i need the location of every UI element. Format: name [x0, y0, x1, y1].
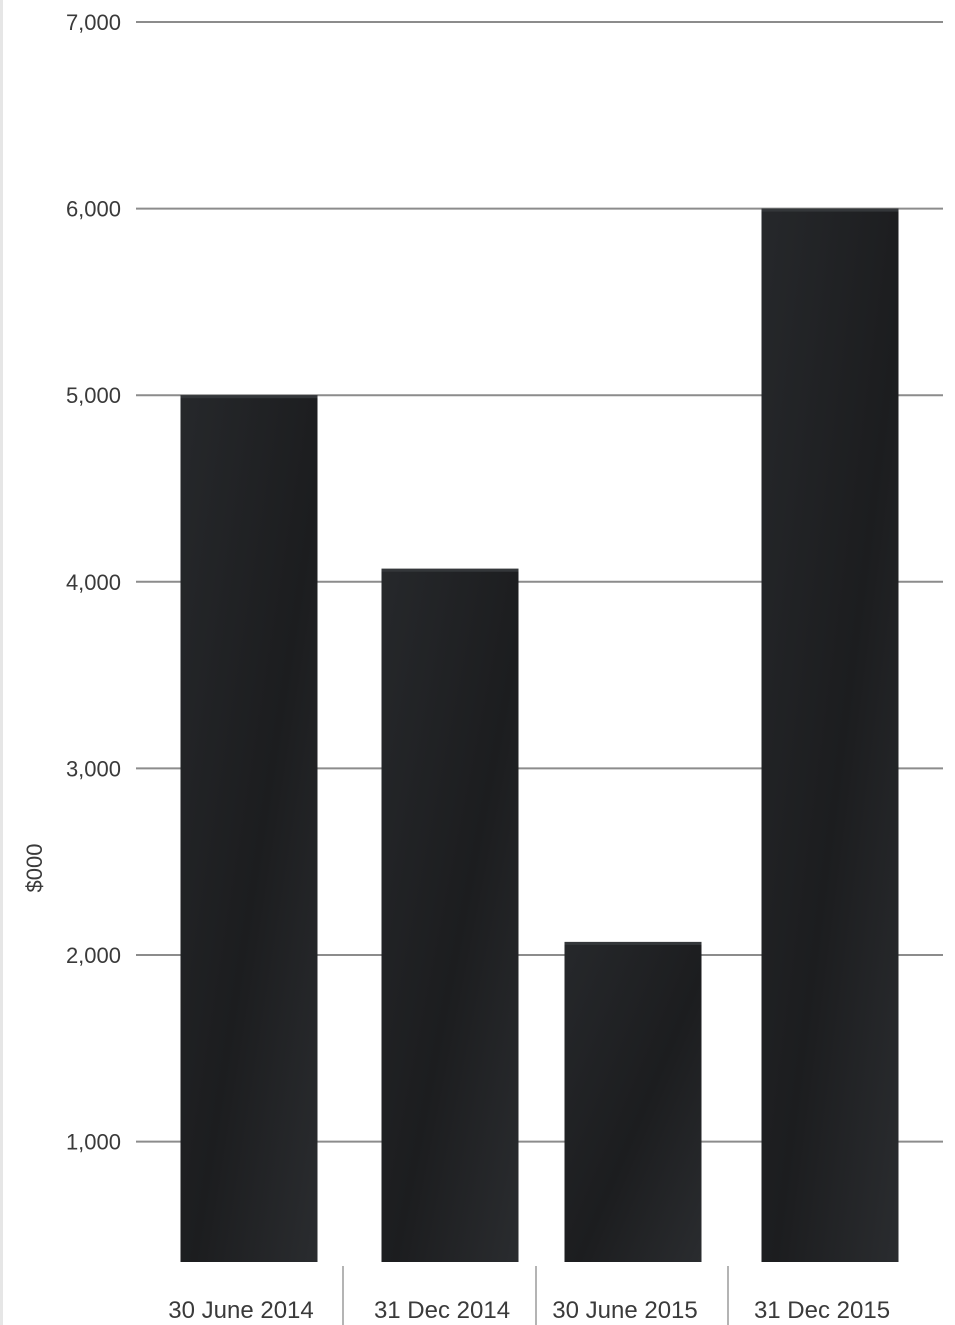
x-axis-categories: 30 June 2014 31 Dec 2014 30 June 2015 31 De…	[168, 1266, 890, 1325]
y-tick-label: 3,000	[66, 756, 121, 781]
y-axis-ticks: 1,000 2,000 3,000 4,000 5,000 6,000 7,000	[66, 10, 121, 1155]
left-border	[0, 0, 3, 1325]
y-tick-label: 6,000	[66, 197, 121, 222]
bar-top-edge	[564, 941, 702, 945]
y-tick-label: 2,000	[66, 943, 121, 968]
y-tick-label: 5,000	[66, 383, 121, 408]
x-category-label: 31 Dec 2015	[754, 1297, 890, 1324]
bar-top-edge	[761, 208, 899, 212]
x-category-label: 30 June 2015	[552, 1297, 697, 1324]
bars	[180, 208, 899, 1263]
x-category-label: 30 June 2014	[168, 1297, 313, 1324]
y-tick-label: 7,000	[66, 10, 121, 35]
bar	[180, 395, 318, 1262]
bar-top-edge	[180, 395, 318, 399]
x-category-label: 31 Dec 2014	[374, 1297, 510, 1324]
y-axis-label: $000	[22, 844, 47, 893]
bar	[564, 941, 702, 1262]
bar	[761, 208, 899, 1263]
bar	[381, 568, 519, 1262]
y-tick-label: 1,000	[66, 1130, 121, 1155]
y-tick-label: 4,000	[66, 570, 121, 595]
bar-top-edge	[381, 568, 519, 572]
